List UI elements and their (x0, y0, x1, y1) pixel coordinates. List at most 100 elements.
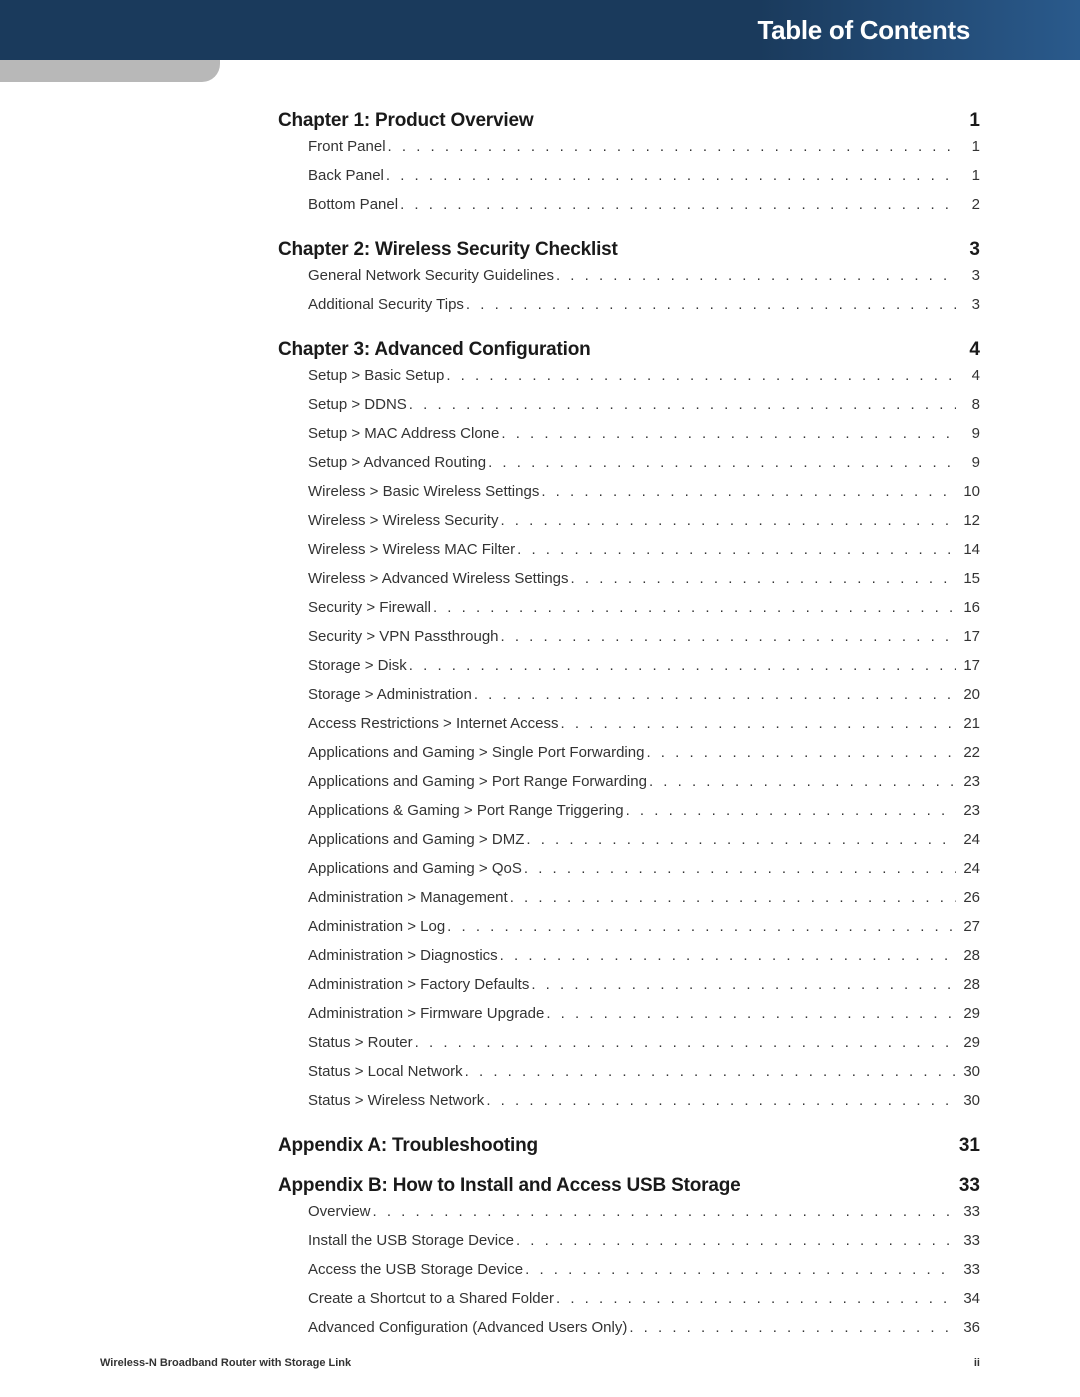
toc-subitem[interactable]: Additional Security Tips3 (308, 296, 980, 321)
toc-subitem-page: 4 (956, 367, 980, 384)
toc-subitem[interactable]: General Network Security Guidelines3 (308, 267, 980, 292)
toc-subitem[interactable]: Wireless > Advanced Wireless Settings15 (308, 570, 980, 595)
toc-subitem-title: Applications and Gaming > Port Range For… (308, 773, 647, 790)
toc-subitem-title: Status > Wireless Network (308, 1092, 484, 1109)
toc-subitem[interactable]: Storage > Disk 17 (308, 657, 980, 682)
toc-subitem-page: 24 (956, 860, 980, 877)
toc-subitem-page: 3 (956, 296, 980, 313)
toc-subitem[interactable]: Applications and Gaming > QoS 24 (308, 860, 980, 885)
dot-leader (398, 196, 956, 213)
toc-subitem-page: 33 (956, 1261, 980, 1278)
dot-leader (544, 1005, 956, 1022)
toc-subitem-page: 10 (956, 483, 980, 500)
toc-subitem-title: Administration > Firmware Upgrade (308, 1005, 544, 1022)
toc-subitem[interactable]: Setup > Basic Setup 4 (308, 367, 980, 392)
toc-subitem[interactable]: Setup > DDNS 8 (308, 396, 980, 421)
toc-subitem[interactable]: Setup > Advanced Routing9 (308, 454, 980, 479)
toc-subitem-title: Applications and Gaming > QoS (308, 860, 522, 877)
toc-subitem-page: 21 (956, 715, 980, 732)
dot-leader (444, 367, 956, 384)
toc-subitem[interactable]: Setup > MAC Address Clone9 (308, 425, 980, 450)
toc-subitem[interactable]: Status > Local Network30 (308, 1063, 980, 1088)
dot-leader (499, 628, 956, 645)
toc-subitem-title: Setup > MAC Address Clone (308, 425, 499, 442)
toc-subitem-title: Status > Local Network (308, 1063, 463, 1080)
toc-subitem[interactable]: Bottom Panel 2 (308, 196, 980, 221)
toc-subitem[interactable]: Advanced Configuration (Advanced Users O… (308, 1319, 980, 1344)
chapter-page: 33 (959, 1175, 980, 1197)
dot-leader (508, 889, 956, 906)
toc-subitem[interactable]: Security > VPN Passthrough17 (308, 628, 980, 653)
chapter-row[interactable]: Appendix B: How to Install and Access US… (278, 1175, 980, 1197)
toc-subitem[interactable]: Administration > Factory Defaults28 (308, 976, 980, 1001)
toc-subitem[interactable]: Access the USB Storage Device33 (308, 1261, 980, 1286)
dot-leader (431, 599, 956, 616)
toc-subitem[interactable]: Overview33 (308, 1203, 980, 1228)
toc-subitem[interactable]: Applications and Gaming > DMZ24 (308, 831, 980, 856)
toc-subitem[interactable]: Wireless > Basic Wireless Settings10 (308, 483, 980, 508)
toc-subitem-page: 28 (956, 976, 980, 993)
dot-leader (407, 396, 956, 413)
toc-subitem-title: Setup > DDNS (308, 396, 407, 413)
toc-subitem-title: Create a Shortcut to a Shared Folder (308, 1290, 554, 1307)
toc-subitem-title: Wireless > Wireless Security (308, 512, 498, 529)
toc-subitem-title: Wireless > Advanced Wireless Settings (308, 570, 569, 587)
toc-subitem[interactable]: Applications and Gaming > Port Range For… (308, 773, 980, 798)
dot-leader (539, 483, 956, 500)
chapter-row[interactable]: Chapter 2: Wireless Security Checklist3 (278, 239, 980, 261)
dot-leader (371, 1203, 956, 1220)
footer-product: Wireless-N Broadband Router with Storage… (100, 1357, 351, 1369)
toc-subitem-title: Bottom Panel (308, 196, 398, 213)
toc-subitem[interactable]: Applications and Gaming > Single Port Fo… (308, 744, 980, 769)
toc-subitem[interactable]: Administration > Diagnostics28 (308, 947, 980, 972)
toc-subitem-title: Back Panel (308, 167, 384, 184)
toc-subitem-page: 27 (956, 918, 980, 935)
toc-subitem[interactable]: Create a Shortcut to a Shared Folder34 (308, 1290, 980, 1315)
toc-subitem[interactable]: Status > Router29 (308, 1034, 980, 1059)
toc-subitem[interactable]: Install the USB Storage Device33 (308, 1232, 980, 1257)
toc-subitem-page: 17 (956, 657, 980, 674)
chapter-row[interactable]: Appendix A: Troubleshooting31 (278, 1135, 980, 1157)
toc-subitem-page: 2 (956, 196, 980, 213)
toc-subitem[interactable]: Wireless > Wireless Security12 (308, 512, 980, 537)
toc-subitem-page: 1 (956, 138, 980, 155)
toc-subitem-title: Status > Router (308, 1034, 413, 1051)
dot-leader (498, 947, 956, 964)
toc-subitem-title: Storage > Disk (308, 657, 407, 674)
toc-subitem-title: Security > VPN Passthrough (308, 628, 499, 645)
toc-subitem[interactable]: Back Panel1 (308, 167, 980, 192)
dot-leader (514, 1232, 956, 1249)
dot-leader (522, 860, 956, 877)
header-title: Table of Contents (757, 15, 970, 46)
dot-leader (499, 425, 956, 442)
chapter-title: Chapter 2: Wireless Security Checklist (278, 239, 618, 261)
toc-subitem[interactable]: Storage > Administration20 (308, 686, 980, 711)
header-bar: Table of Contents (0, 0, 1080, 60)
toc-subitem-title: Advanced Configuration (Advanced Users O… (308, 1319, 627, 1336)
toc-content: Chapter 1: Product Overview 1 Front Panel 1… (278, 110, 980, 1344)
toc-subitem-title: Install the USB Storage Device (308, 1232, 514, 1249)
chapter-title: Chapter 1: Product Overview (278, 110, 533, 132)
chapter-title: Chapter 3: Advanced Configuration (278, 339, 591, 361)
dot-leader (463, 1063, 956, 1080)
toc-subitem[interactable]: Administration > Log27 (308, 918, 980, 943)
toc-subitem[interactable]: Wireless > Wireless MAC Filter14 (308, 541, 980, 566)
chapter-row[interactable]: Chapter 3: Advanced Configuration4 (278, 339, 980, 361)
toc-subitem[interactable]: Applications & Gaming > Port Range Trigg… (308, 802, 980, 827)
toc-subitem-title: Setup > Basic Setup (308, 367, 444, 384)
toc-subitem-page: 8 (956, 396, 980, 413)
chapter-row[interactable]: Chapter 1: Product Overview 1 (278, 110, 980, 132)
chapter-page: 1 (969, 110, 980, 132)
toc-subitem[interactable]: Front Panel 1 (308, 138, 980, 163)
dot-leader (413, 1034, 956, 1051)
dot-leader (486, 454, 956, 471)
toc-subitem-title: Front Panel (308, 138, 386, 155)
toc-subitem[interactable]: Administration > Firmware Upgrade29 (308, 1005, 980, 1030)
toc-subitem[interactable]: Security > Firewall16 (308, 599, 980, 624)
dot-leader (464, 296, 956, 313)
dot-leader (386, 138, 956, 155)
toc-subitem[interactable]: Status > Wireless Network30 (308, 1092, 980, 1117)
toc-subitem-title: Overview (308, 1203, 371, 1220)
toc-subitem[interactable]: Administration > Management26 (308, 889, 980, 914)
toc-subitem[interactable]: Access Restrictions > Internet Access21 (308, 715, 980, 740)
